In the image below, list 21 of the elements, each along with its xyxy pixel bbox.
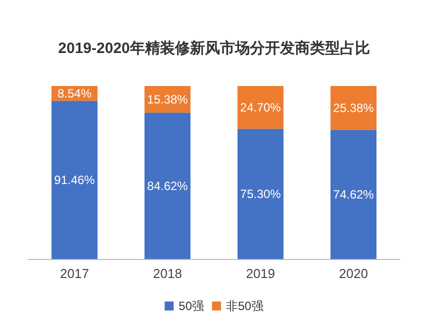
legend-label: 50强 [178, 299, 204, 313]
x-tick-label: 2018 [153, 266, 182, 281]
bar [330, 86, 376, 130]
data-label: 15.38% [147, 92, 188, 106]
data-label: 91.46% [54, 172, 96, 187]
bar [52, 100, 98, 259]
chart-title: 2019-2020年精装修新风市场分开发商类型占比 [58, 39, 370, 57]
bar [238, 128, 284, 259]
bar [330, 130, 376, 259]
bar [238, 86, 284, 129]
x-tick-label: 2020 [339, 266, 368, 281]
data-label: 84.62% [147, 178, 188, 193]
data-label: 75.30% [240, 186, 282, 201]
data-label: 8.54% [57, 86, 92, 100]
data-label: 25.38% [333, 100, 374, 115]
x-tick-label: 2017 [60, 266, 89, 281]
x-tick-label: 2019 [246, 266, 275, 281]
legend-label: 非50强 [226, 299, 264, 313]
data-label: 24.70% [240, 100, 282, 114]
data-label: 74.62% [333, 187, 374, 202]
bar [144, 112, 190, 259]
